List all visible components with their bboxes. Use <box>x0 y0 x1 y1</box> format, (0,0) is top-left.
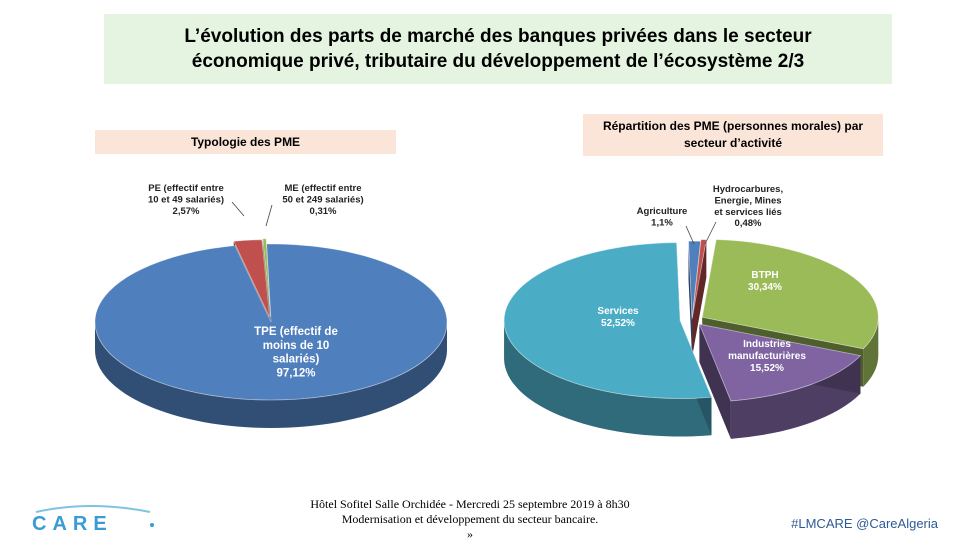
right-pie-label-hydrocarbures: Hydrocarbures, Energie, Mines et services … <box>713 184 783 229</box>
left-chart-title-text: Typologie des PME <box>190 134 301 149</box>
right-chart-title: Répartition des PME (personnes morales) … <box>583 114 883 156</box>
left-pie-slice-tpe-effectif-de <box>94 243 448 401</box>
right-pie-slice-hydrocarbures <box>691 239 707 318</box>
left-pie-label-tpe: TPE (effectif de moins de 10 salariés) 97,1… <box>254 326 338 379</box>
hashtag: #LMCARE @CareAlgeria <box>791 516 938 531</box>
right-pie-slice-cut-agriculture <box>688 241 693 358</box>
left-pie-slice-me-effectif-entre <box>262 238 271 317</box>
left-pie-label-me: ME (effectif entre 50 et 249 salariés) 0,3… <box>282 183 363 217</box>
right-pie-slice-side-services <box>504 320 712 437</box>
footer-line1: Hôtel Sofitel Salle Orchidée - Mercredi … <box>310 497 630 511</box>
care-logo: CARE <box>30 504 160 539</box>
right-pie-slice-services <box>503 242 713 399</box>
left-pie-slice-pe-effectif-entre <box>233 239 271 318</box>
right-pie-slice-side-btph <box>863 317 879 387</box>
right-pie-slice-industries <box>698 323 862 402</box>
care-logo-icon: CARE <box>32 505 154 535</box>
right-pie-slice-cut-hydrocarbures <box>692 239 707 356</box>
left-chart-title: Typologie des PME <box>95 130 396 154</box>
pie-chart-secteur: Agriculture 1,1% Hydrocarbures, Energie, Mi… <box>503 184 879 439</box>
left-pie-leader-pe <box>231 201 245 217</box>
slide-title-line2: économique privé, tributaire du développ… <box>191 51 805 72</box>
right-pie-label-services: Services 52,52% <box>597 306 639 329</box>
right-pie-leader-hydrocarbures <box>704 221 717 245</box>
footer-line3: » <box>467 527 473 541</box>
right-pie-slice-btph <box>701 239 879 350</box>
right-pie-leader-agriculture <box>685 225 695 245</box>
right-pie-slice-side-industries <box>730 355 861 439</box>
right-pie-label-btph: BTPH 30,34% <box>748 270 782 293</box>
pie-chart-typologie: TPE (effectif de moins de 10 salariés) 97,1… <box>94 183 448 428</box>
left-pie-label-pe: PE (effectif entre 10 et 49 salariés) 2,57… <box>148 183 224 217</box>
left-pie-leader-me <box>265 204 273 227</box>
right-pie-label-agriculture: Agriculture 1,1% <box>637 206 688 228</box>
footer-line2: Modernisation et développement du secteu… <box>341 512 599 526</box>
slide-title-line1: L’évolution des parts de marché des banq… <box>184 26 812 47</box>
right-chart-title-line1: Répartition des PME (personnes morales) … <box>602 119 864 133</box>
right-pie-label-industries: Industries manufacturières 15,52% <box>728 339 806 374</box>
left-pie-slice-side-tpe-effectif-de <box>95 322 447 428</box>
care-logo-text: CARE <box>32 513 113 534</box>
right-chart-title-line2: secteur d’activité <box>683 136 783 150</box>
footer-text: Hôtel Sofitel Salle Orchidée - Mercredi … <box>240 497 700 542</box>
slide-title: L’évolution des parts de marché des banq… <box>104 14 892 84</box>
right-pie-slice-cut-industries <box>699 324 731 439</box>
